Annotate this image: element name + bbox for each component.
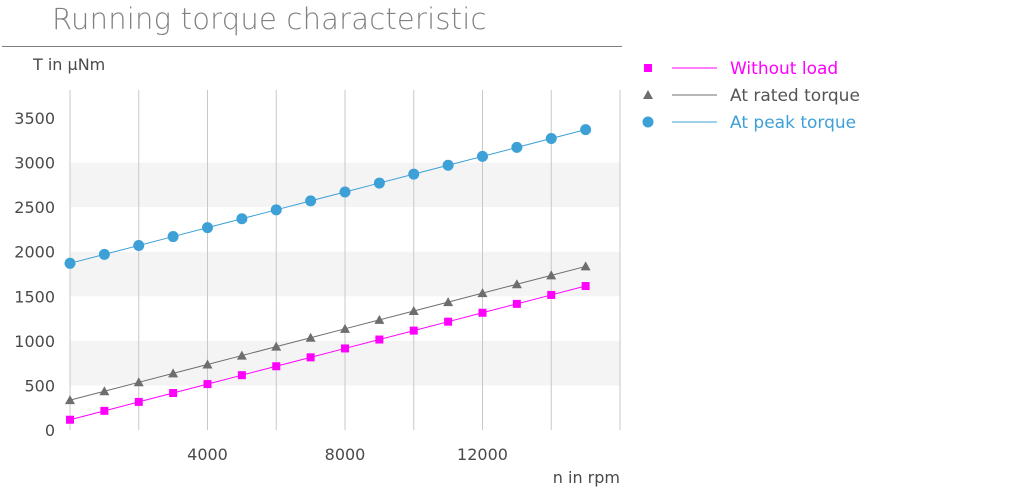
chart-title: Running torque characteristic bbox=[52, 2, 487, 36]
data-point bbox=[511, 279, 522, 289]
x-tick-label: 4000 bbox=[187, 445, 228, 464]
data-point bbox=[272, 362, 281, 371]
data-point bbox=[477, 288, 488, 298]
legend-label: At rated torque bbox=[730, 86, 860, 106]
data-point bbox=[408, 305, 419, 315]
series-layer bbox=[64, 124, 592, 424]
y-tick-label: 3000 bbox=[14, 154, 55, 173]
x-tick-labels: 4000 8000 12000 bbox=[187, 445, 508, 464]
data-point bbox=[169, 389, 178, 398]
data-point bbox=[236, 213, 248, 225]
data-point bbox=[339, 186, 351, 198]
data-point bbox=[478, 308, 487, 317]
data-point bbox=[99, 386, 110, 396]
legend-item: At peak torque bbox=[642, 113, 856, 133]
x-axis-label: n in rpm bbox=[553, 468, 620, 487]
legend-marker bbox=[642, 116, 654, 128]
data-point bbox=[341, 344, 349, 353]
y-tick-labels: 0 500 1000 1500 2000 2500 3000 3500 bbox=[14, 109, 55, 440]
data-point bbox=[408, 168, 420, 180]
data-point bbox=[66, 415, 74, 424]
data-point bbox=[511, 141, 523, 153]
data-point bbox=[65, 395, 75, 405]
data-point bbox=[134, 397, 143, 406]
legend-marker bbox=[643, 90, 653, 99]
data-point bbox=[202, 222, 213, 234]
data-point bbox=[477, 150, 488, 162]
legend-marker bbox=[644, 64, 652, 72]
series-group bbox=[66, 282, 590, 424]
y-tick-label: 500 bbox=[24, 376, 55, 395]
legend-label: At peak torque bbox=[730, 113, 856, 133]
data-point bbox=[373, 177, 385, 189]
series-group bbox=[64, 124, 592, 269]
data-point bbox=[442, 159, 454, 171]
legend-label: Without load bbox=[730, 59, 838, 79]
data-point bbox=[270, 204, 282, 216]
data-point bbox=[237, 371, 246, 380]
legend-item: At rated torque bbox=[643, 86, 860, 106]
x-tick-label: 12000 bbox=[457, 445, 508, 464]
series-line bbox=[69, 129, 586, 264]
series-line bbox=[69, 265, 586, 401]
data-point bbox=[271, 341, 282, 351]
data-point bbox=[409, 326, 418, 335]
legend: Without load At rated torque At peak torqu… bbox=[642, 59, 860, 133]
data-point bbox=[133, 239, 145, 251]
data-point bbox=[580, 261, 591, 271]
data-point bbox=[100, 406, 109, 415]
y-tick-label: 3500 bbox=[14, 109, 55, 128]
data-point bbox=[64, 257, 76, 269]
data-point bbox=[547, 290, 556, 299]
data-point bbox=[444, 317, 453, 326]
data-point bbox=[133, 377, 144, 387]
data-point bbox=[98, 248, 110, 260]
y-tick-label: 2500 bbox=[14, 198, 55, 217]
data-point bbox=[167, 231, 179, 243]
legend-item: Without load bbox=[644, 59, 838, 79]
data-point bbox=[306, 353, 315, 362]
data-point bbox=[236, 350, 247, 360]
series-group bbox=[65, 261, 591, 405]
data-point bbox=[580, 124, 592, 136]
data-point bbox=[545, 133, 557, 145]
data-point bbox=[512, 299, 521, 308]
data-point bbox=[202, 359, 213, 369]
data-point bbox=[168, 368, 179, 378]
y-tick-label: 0 bbox=[45, 421, 55, 440]
data-point bbox=[340, 323, 350, 333]
data-point bbox=[305, 332, 316, 342]
data-point bbox=[546, 270, 557, 280]
series-line bbox=[69, 285, 586, 421]
title-divider bbox=[2, 46, 622, 47]
y-tick-label: 1000 bbox=[14, 332, 55, 351]
data-point bbox=[443, 297, 454, 307]
y-tick-label: 2000 bbox=[14, 243, 55, 262]
data-point bbox=[305, 195, 317, 207]
y-axis-label: T in µNm bbox=[32, 55, 105, 74]
data-point bbox=[581, 282, 590, 291]
data-point bbox=[203, 380, 212, 389]
x-tick-label: 8000 bbox=[325, 445, 366, 464]
data-point bbox=[375, 335, 384, 344]
y-tick-label: 1500 bbox=[14, 287, 55, 306]
data-point bbox=[374, 314, 385, 324]
